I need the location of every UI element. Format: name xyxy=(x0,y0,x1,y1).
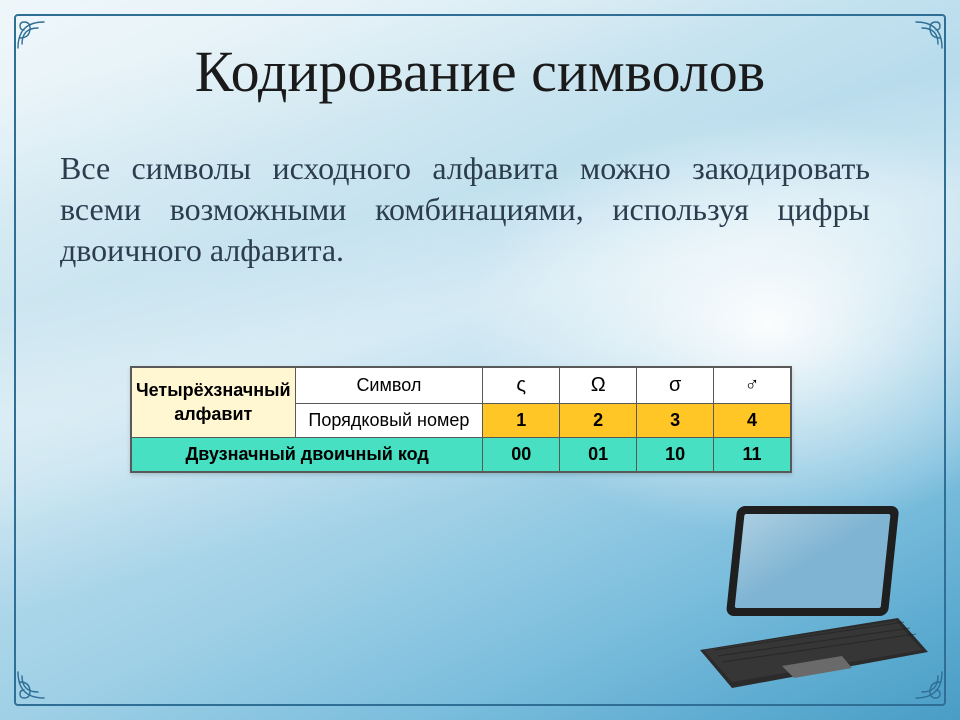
symbol-cell: Ω xyxy=(560,368,637,404)
binary-cell: 11 xyxy=(714,438,791,472)
symbol-cell: ς xyxy=(483,368,560,404)
row-label-binary: Двузначный двоичный код xyxy=(132,438,483,472)
ordinal-cell: 3 xyxy=(637,404,714,438)
symbol-cell: σ xyxy=(637,368,714,404)
symbol-cell: ♂ xyxy=(714,368,791,404)
binary-cell: 01 xyxy=(560,438,637,472)
corner-swirl-icon xyxy=(16,670,50,704)
binary-cell: 00 xyxy=(483,438,560,472)
row-label-ordinal: Порядковый номер xyxy=(295,404,483,438)
slide-body-text: Все символы исходного алфавита можно зак… xyxy=(60,148,870,271)
table-row: Двузначный двоичный код 00 01 10 11 xyxy=(132,438,791,472)
binary-cell: 10 xyxy=(637,438,714,472)
slide: Кодирование символов Все символы исходно… xyxy=(0,0,960,720)
encoding-table: Четырёхзначный алфавит Символ ς Ω σ ♂ По… xyxy=(130,366,792,473)
table-header-left: Четырёхзначный алфавит xyxy=(132,368,296,438)
slide-title: Кодирование символов xyxy=(60,38,900,105)
ordinal-cell: 4 xyxy=(714,404,791,438)
table-row: Четырёхзначный алфавит Символ ς Ω σ ♂ xyxy=(132,368,791,404)
ordinal-cell: 2 xyxy=(560,404,637,438)
background-rays xyxy=(0,0,960,720)
slide-frame xyxy=(14,14,946,706)
ordinal-cell: 1 xyxy=(483,404,560,438)
corner-swirl-icon xyxy=(910,16,944,50)
corner-swirl-icon xyxy=(16,16,50,50)
corner-swirl-icon xyxy=(910,670,944,704)
laptop-icon xyxy=(680,500,930,690)
row-label-symbol: Символ xyxy=(295,368,483,404)
